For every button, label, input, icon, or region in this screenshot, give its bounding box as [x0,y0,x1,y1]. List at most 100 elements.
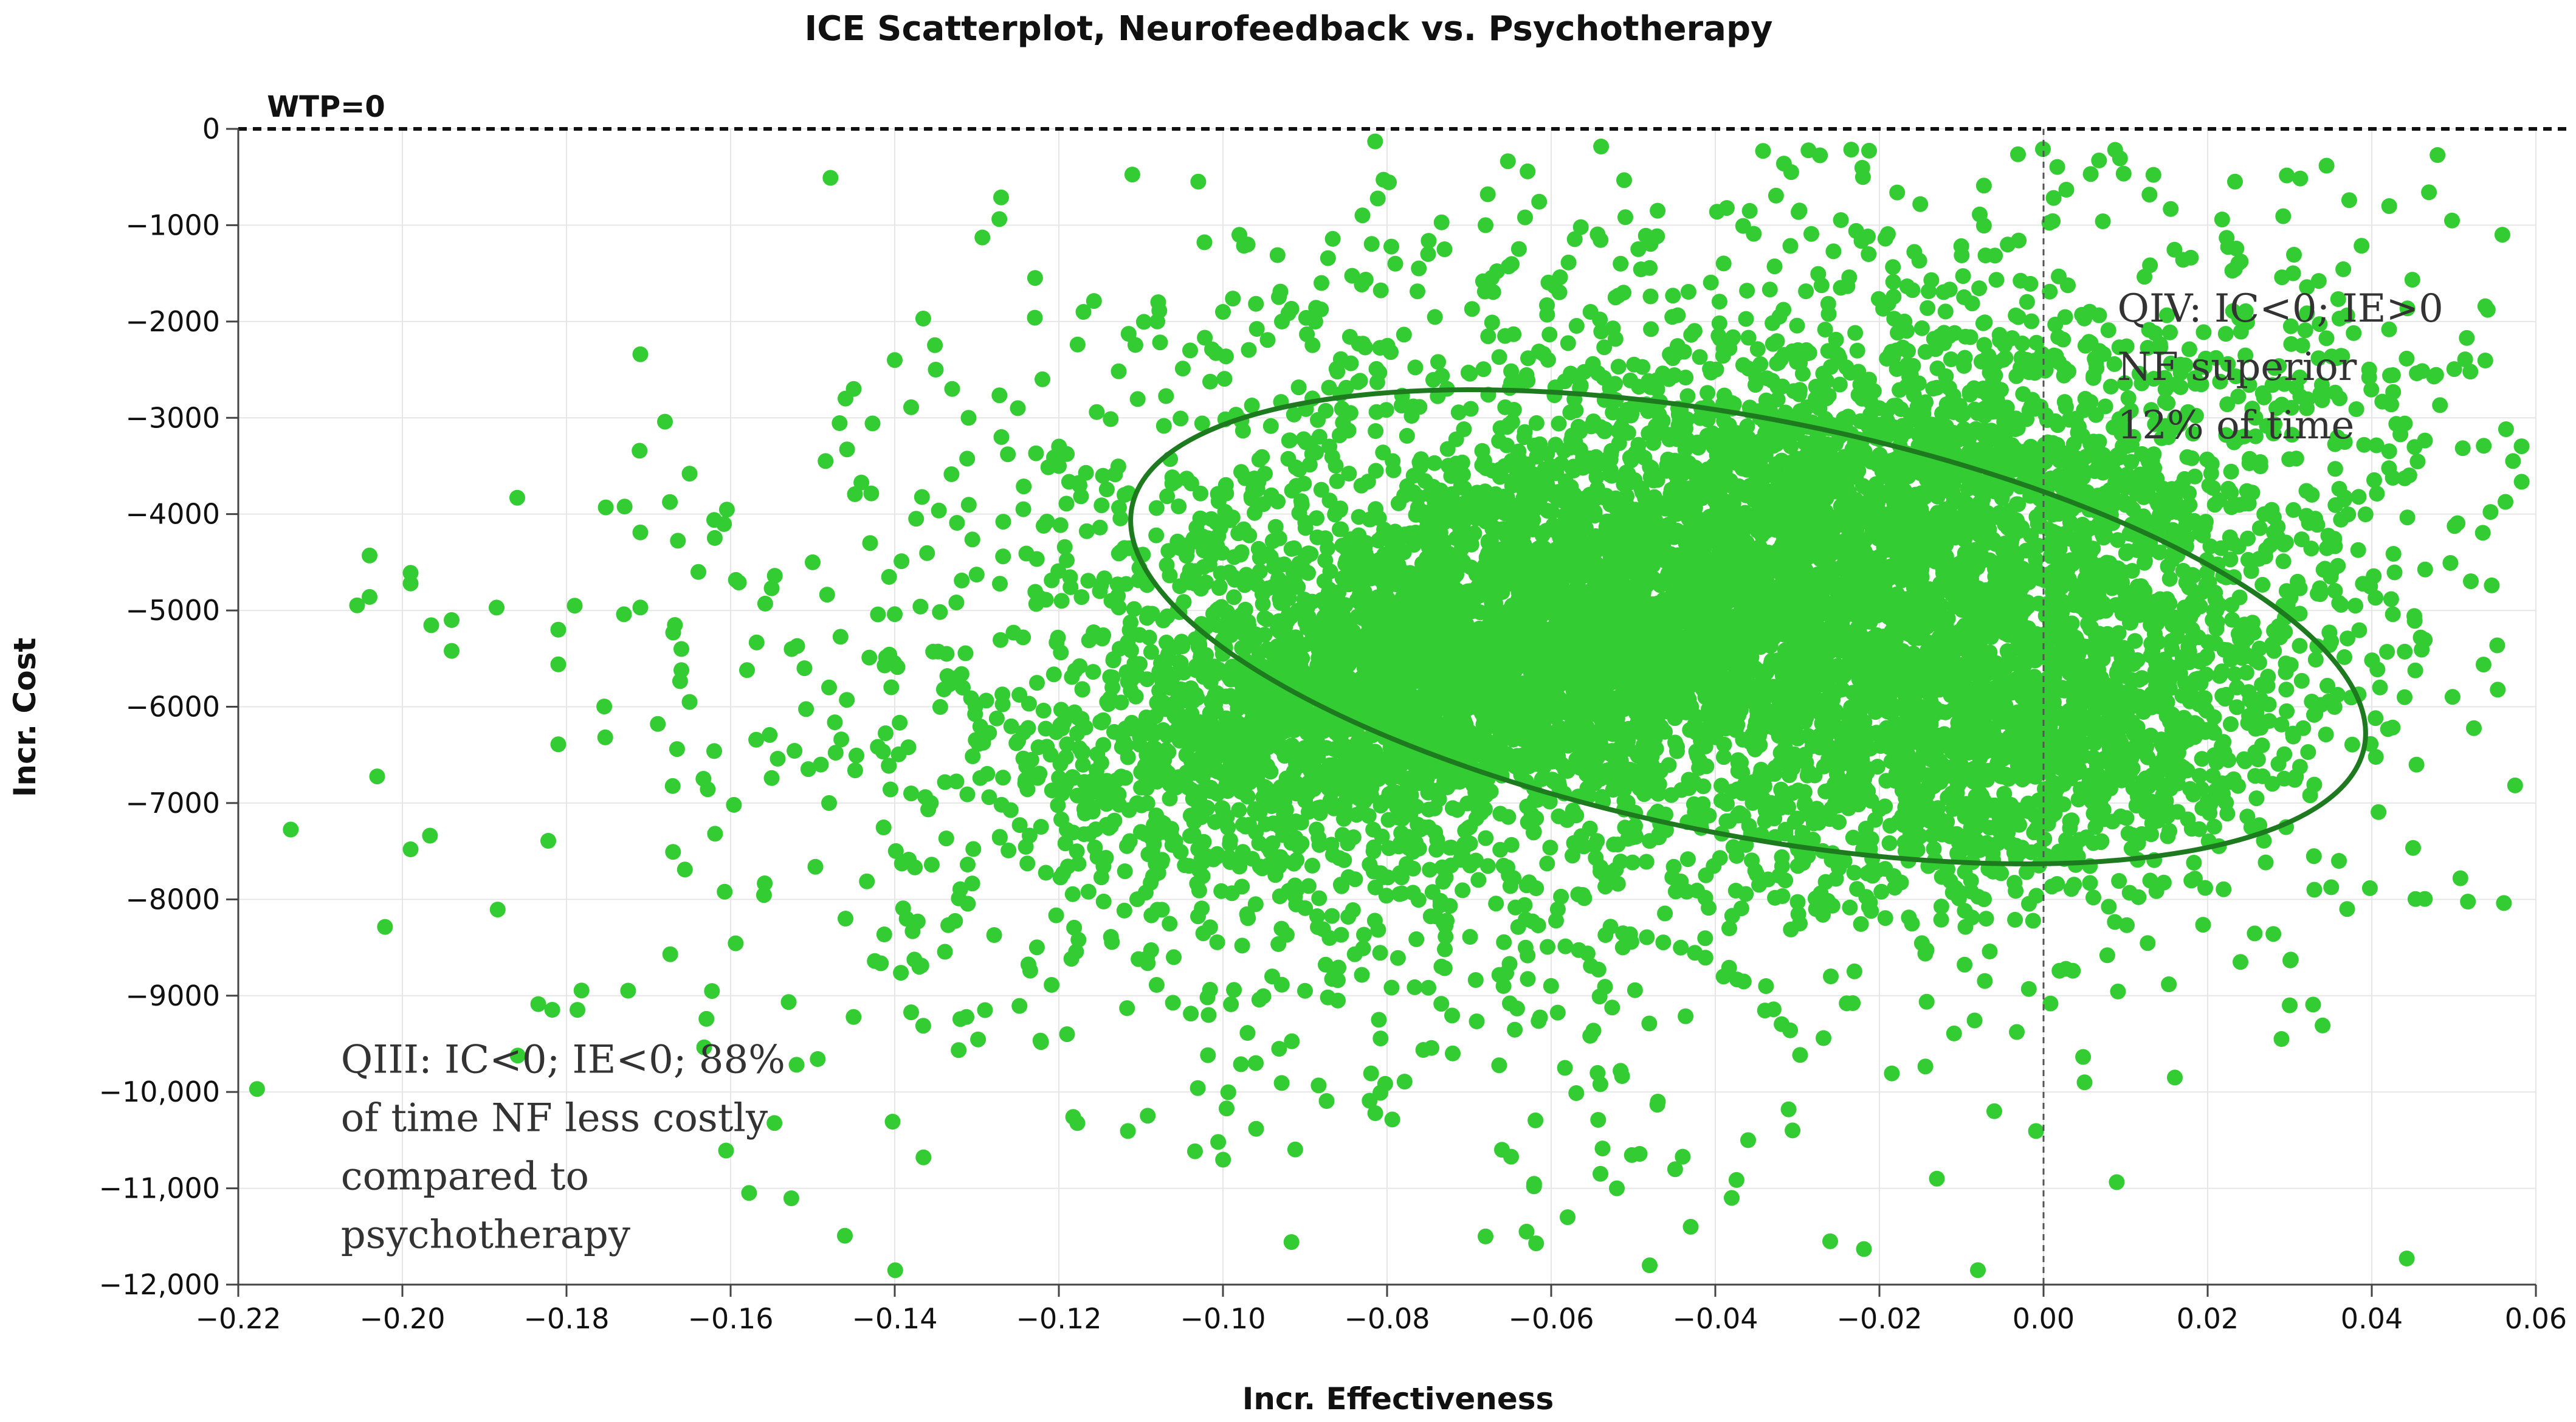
scatter-point [2159,307,2175,323]
scatter-point [2140,340,2156,356]
scatter-point [1607,708,1624,725]
scatter-point [2275,553,2292,570]
scatter-point [2357,506,2374,522]
scatter-point [1226,589,1242,606]
scatter-point [1427,455,1442,471]
scatter-point [1355,731,1372,747]
scatter-point [2085,889,2101,906]
scatter-point [1528,415,1545,431]
scatter-point [1422,861,1438,878]
scatter-point [995,770,1011,786]
scatter-point [1104,679,1121,695]
scatter-point [1868,583,1885,599]
scatter-point [1268,693,1284,709]
scatter-point [2241,377,2257,393]
scatter-point [1053,644,1069,661]
scatter-point [1191,882,1207,899]
scatter-point [1059,552,1075,568]
scatter-point [1053,593,1070,609]
scatter-point [2187,468,2203,485]
scatter-point [1313,481,1329,498]
scatter-point [1031,765,1048,782]
scatter-point [1946,598,1962,615]
scatter-point [1045,666,1062,683]
scatter-point [2219,396,2236,412]
scatter-point [2327,461,2343,477]
scatter-point [1074,681,1090,697]
scatter-point [1128,688,1144,705]
scatter-point [2454,440,2471,457]
scatter-point [2111,339,2127,356]
scatter-point [1089,746,1106,762]
scatter-point [1444,800,1461,816]
scatter-point [1462,401,1479,417]
scatter-point [2457,351,2473,368]
scatter-point [2392,426,2409,443]
scatter-point [1334,645,1351,661]
scatter-point [887,843,904,859]
scatter-point [1244,398,1260,413]
scatter-point [1586,508,1603,524]
scatter-point [650,716,666,732]
scatter-point [1095,712,1111,728]
scatter-point [1920,300,1936,316]
scatter-point [1035,702,1052,719]
scatter-point [1498,437,1515,454]
scatter-point [2185,426,2201,442]
scatter-points [249,133,2530,1279]
scatter-point [2195,527,2211,544]
scatter-point [1524,521,1541,537]
scatter-point [2135,489,2152,505]
scatter-point [1823,968,1839,984]
scatter-point [1739,461,1755,478]
scatter-point [1399,427,1415,444]
scatter-point [1304,857,1320,874]
scatter-point [1954,407,1970,423]
scatter-point [1369,749,1386,765]
scatter-point [1715,749,1732,765]
scatter-point [2459,330,2475,346]
scatter-point [1831,376,1848,393]
scatter-point [1018,838,1034,855]
scatter-point [1002,802,1019,818]
scatter-point [2399,509,2416,526]
scatter-point [2161,571,2178,587]
scatter-point [2288,450,2304,467]
scatter-point [2399,350,2415,367]
scatter-point [1126,601,1142,617]
scatter-point [923,857,940,873]
scatter-point [2513,438,2530,455]
scatter-point [2222,551,2239,568]
scatter-point [2099,947,2115,964]
scatter-point [893,965,909,981]
scatter-point [1326,741,1342,758]
scatter-point [1029,675,1045,691]
scatter-point [1050,629,1066,646]
scatter-point [2228,368,2244,384]
scatter-point [994,696,1011,713]
scatter-point [1309,821,1324,838]
scatter-point [1093,869,1109,886]
scatter-point [2409,454,2426,469]
scatter-point [2348,401,2364,417]
scatter-point [1427,800,1443,816]
scatter-point [957,645,974,661]
scatter-point [960,857,976,872]
scatter-point [1849,342,1865,359]
scatter-point [1478,830,1494,846]
scatter-point [1541,326,1558,343]
scatter-point [1256,610,1273,626]
scatter-point [2366,472,2382,488]
scatter-point [1610,875,1626,892]
scatter-point [1053,702,1069,718]
scatter-point [978,692,994,709]
scatter-point [1081,826,1098,842]
scatter-point [2008,496,2025,513]
scatter-point [2482,504,2499,520]
scatter-point [670,533,686,549]
scatter-point [1328,458,1344,474]
chart-title: ICE Scatterplot, Neurofeedback vs. Psych… [804,9,1772,49]
scatter-point [2143,402,2160,418]
scatter-point [892,714,908,731]
